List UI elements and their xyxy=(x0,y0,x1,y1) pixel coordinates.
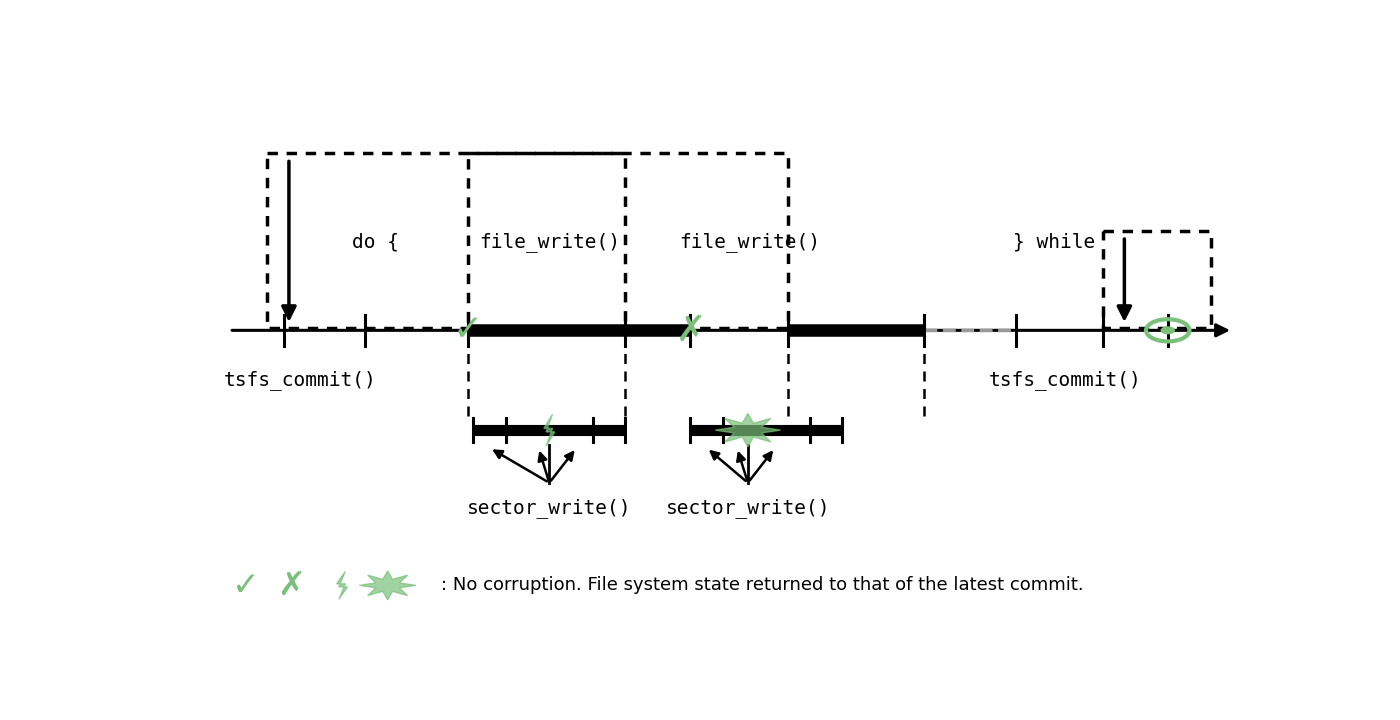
Text: ✓: ✓ xyxy=(452,313,483,347)
Text: do {: do { xyxy=(353,232,399,251)
Polygon shape xyxy=(715,413,780,446)
Text: file_write(): file_write() xyxy=(679,232,820,251)
Polygon shape xyxy=(360,571,416,600)
Text: ✓: ✓ xyxy=(231,569,259,602)
Polygon shape xyxy=(336,572,347,599)
Text: ✗: ✗ xyxy=(277,569,305,602)
Text: } while: } while xyxy=(1012,232,1095,251)
Text: file_write(): file_write() xyxy=(479,232,620,251)
Text: ✗: ✗ xyxy=(675,313,706,347)
Text: sector_write(): sector_write() xyxy=(468,498,631,518)
Text: tsfs_commit(): tsfs_commit() xyxy=(988,370,1141,390)
Text: sector_write(): sector_write() xyxy=(665,498,830,518)
Text: : No corruption. File system state returned to that of the latest commit.: : No corruption. File system state retur… xyxy=(441,576,1084,595)
Polygon shape xyxy=(543,414,554,446)
Text: tsfs_commit(): tsfs_commit() xyxy=(224,370,377,390)
Circle shape xyxy=(1161,327,1175,333)
